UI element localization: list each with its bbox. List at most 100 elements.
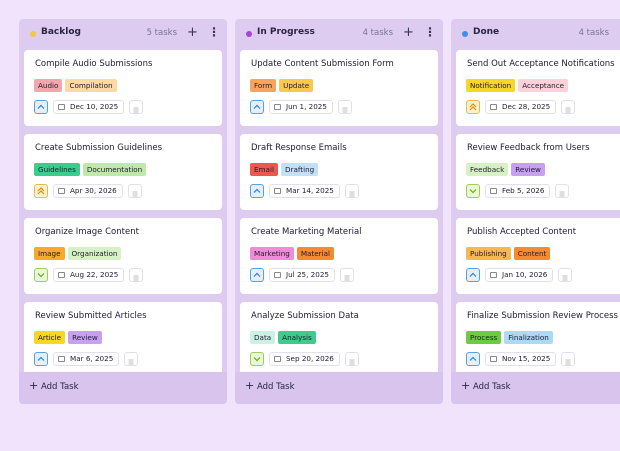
priority-icon xyxy=(253,104,261,109)
description-button[interactable] xyxy=(561,100,575,114)
calendar-icon xyxy=(58,272,65,278)
card-list: Compile Audio Submissions Audio Compilatio… xyxy=(19,50,227,372)
column-title: Backlog xyxy=(41,27,81,37)
menu-button[interactable]: ⋮ xyxy=(208,25,220,39)
due-date[interactable]: Apr 30, 2026 xyxy=(53,184,123,198)
priority-badge[interactable] xyxy=(250,184,264,198)
add-task-label[interactable]: Add Task xyxy=(257,382,295,392)
add-button[interactable]: + xyxy=(403,25,414,40)
date-text: Sep 20, 2026 xyxy=(286,354,334,363)
add-task-footer[interactable]: + Add Task xyxy=(235,372,443,404)
description-button[interactable] xyxy=(558,268,572,282)
add-task-label[interactable]: Add Task xyxy=(473,382,511,392)
lines-icon xyxy=(559,191,565,197)
priority-badge[interactable] xyxy=(250,100,264,114)
task-card[interactable]: Create Submission Guidelines Guidelines Do… xyxy=(24,134,222,210)
due-date[interactable]: Mar 6, 2025 xyxy=(53,352,120,366)
description-button[interactable] xyxy=(345,184,359,198)
chevron xyxy=(253,188,261,193)
tag: Publishing xyxy=(466,247,511,260)
task-card[interactable]: Compile Audio Submissions Audio Compilatio… xyxy=(24,50,222,126)
due-date[interactable]: Aug 22, 2025 xyxy=(53,268,125,282)
description-button[interactable] xyxy=(555,184,569,198)
tag: Guidelines xyxy=(34,163,80,176)
description-button[interactable] xyxy=(340,268,354,282)
description-button[interactable] xyxy=(561,352,575,366)
chevron xyxy=(37,356,45,361)
add-button[interactable]: + xyxy=(187,25,198,40)
description-button[interactable] xyxy=(129,268,143,282)
priority-badge[interactable] xyxy=(250,268,264,282)
priority-icon xyxy=(253,357,261,362)
add-task-label[interactable]: Add Task xyxy=(41,382,79,392)
due-date[interactable]: Dec 10, 2025 xyxy=(53,100,125,114)
priority-badge[interactable] xyxy=(34,352,48,366)
task-card[interactable]: Send Out Acceptance Notifications Notific… xyxy=(456,50,620,126)
chevron xyxy=(253,104,261,109)
lines-icon xyxy=(133,107,139,113)
task-card[interactable]: Finalize Submission Review Process Proces… xyxy=(456,302,620,372)
card-title: Create Marketing Material xyxy=(251,227,362,237)
description-button[interactable] xyxy=(124,352,138,366)
status-dot xyxy=(462,31,468,37)
due-date[interactable]: Sep 20, 2026 xyxy=(269,352,340,366)
task-card[interactable]: Analyze Submission Data Data Analysis Sep 2… xyxy=(240,302,438,372)
lines-icon xyxy=(349,359,355,365)
task-card[interactable]: Review Submitted Articles Article Review Ma… xyxy=(24,302,222,372)
card-title: Analyze Submission Data xyxy=(251,311,359,321)
task-card[interactable]: Draft Response Emails Email Drafting Mar 14… xyxy=(240,134,438,210)
calendar-icon xyxy=(490,272,497,278)
priority-badge[interactable] xyxy=(466,100,480,114)
priority-badge[interactable] xyxy=(466,184,480,198)
due-date[interactable]: Nov 15, 2025 xyxy=(485,352,557,366)
card-title: Review Feedback from Users xyxy=(467,143,590,153)
due-date[interactable]: Feb 5, 2026 xyxy=(485,184,551,198)
priority-icon xyxy=(37,356,45,361)
tag: Marketing xyxy=(250,247,294,260)
task-count: 4 tasks xyxy=(362,28,393,38)
priority-badge[interactable] xyxy=(250,352,264,366)
due-date[interactable]: Mar 14, 2025 xyxy=(269,184,340,198)
date-text: Dec 10, 2025 xyxy=(70,102,119,111)
priority-badge[interactable] xyxy=(466,352,480,366)
task-card[interactable]: Create Marketing Material Marketing Materi… xyxy=(240,218,438,294)
priority-badge[interactable] xyxy=(34,100,48,114)
chevron xyxy=(37,273,45,278)
card-title: Finalize Submission Review Process xyxy=(467,311,618,321)
due-date[interactable]: Jun 1, 2025 xyxy=(269,100,333,114)
add-task-footer[interactable]: + Add Task xyxy=(451,372,620,404)
due-date[interactable]: Jul 25, 2025 xyxy=(269,268,335,282)
card-title: Compile Audio Submissions xyxy=(35,59,153,69)
description-button[interactable] xyxy=(338,100,352,114)
priority-icon xyxy=(469,272,477,277)
plus-icon: + xyxy=(461,379,471,392)
priority-badge[interactable] xyxy=(466,268,480,282)
tag: Image xyxy=(34,247,65,260)
task-card[interactable]: Organize Image Content Image Organization A… xyxy=(24,218,222,294)
menu-button[interactable]: ⋮ xyxy=(424,25,436,39)
calendar-icon xyxy=(490,104,497,110)
card-list: Update Content Submission Form Form Update… xyxy=(235,50,443,372)
lines-icon xyxy=(344,275,350,281)
priority-badge[interactable] xyxy=(34,268,48,282)
priority-badge[interactable] xyxy=(34,184,48,198)
tag: Feedback xyxy=(466,163,509,176)
priority-icon xyxy=(37,187,45,195)
due-date[interactable]: Jan 10, 2026 xyxy=(485,268,554,282)
tag-list: Audio Compilation xyxy=(34,79,117,92)
description-button[interactable] xyxy=(345,352,359,366)
calendar-icon xyxy=(274,272,281,278)
task-card[interactable]: Publish Accepted Content Publishing Conten… xyxy=(456,218,620,294)
tag: Material xyxy=(296,247,335,260)
status-dot xyxy=(246,31,252,37)
description-button[interactable] xyxy=(128,184,142,198)
due-date[interactable]: Dec 28, 2025 xyxy=(485,100,557,114)
card-list: Send Out Acceptance Notifications Notific… xyxy=(451,50,620,372)
card-title: Review Submitted Articles xyxy=(35,311,147,321)
task-card[interactable]: Update Content Submission Form Form Update… xyxy=(240,50,438,126)
chevron xyxy=(37,187,45,192)
add-task-footer[interactable]: + Add Task xyxy=(19,372,227,404)
task-card[interactable]: Review Feedback from Users Feedback Review… xyxy=(456,134,620,210)
description-button[interactable] xyxy=(129,100,143,114)
